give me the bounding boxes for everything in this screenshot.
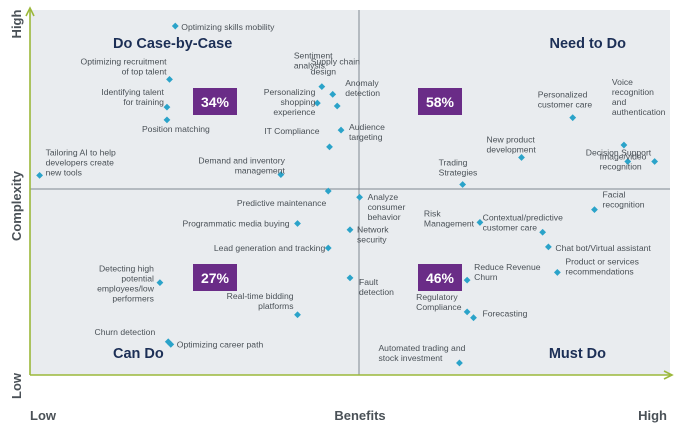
- quadrant-badge-58: [418, 88, 462, 115]
- point-supply-chain-design: [329, 90, 337, 98]
- x-axis-title: Benefits: [334, 408, 385, 423]
- y-axis-title: Complexity: [9, 170, 24, 241]
- y-tick-low: Low: [9, 372, 24, 399]
- label-risk-management: Risk Management: [424, 208, 475, 228]
- point-fault-detection: [346, 274, 354, 282]
- point-image-video-recognition: [651, 158, 659, 165]
- label-product-or-services-recommendations: Product or services recommendations: [565, 256, 639, 276]
- label-trading-strategies: Trading Strategies: [439, 157, 478, 177]
- point-voice-recognition-and-authentication: [620, 141, 628, 149]
- point-sentiment-analysis: [318, 83, 326, 91]
- point-optimizing-recruitment-of-top-talent: [166, 75, 173, 83]
- label-optimizing-recruitment-of-top-talent: Optimizing recruitment of top talent: [81, 56, 168, 76]
- point-real-time-bidding-platforms: [294, 311, 301, 319]
- label-fault-detection: Fault detection: [359, 277, 394, 297]
- label-new-product-development: New product development: [487, 134, 537, 154]
- point-position-matching: [163, 116, 171, 124]
- quadrant-badge-46: [418, 264, 462, 291]
- x-tick-low: Low: [30, 408, 57, 423]
- quadrant-title-must-do: Must Do: [549, 346, 606, 362]
- quadrant-title-do-case-by-case: Do Case-by-Case: [113, 36, 232, 52]
- labels-layer: Optimizing skills mobility Optimizing rec…: [46, 22, 666, 363]
- quadrant-badge-27: [193, 264, 237, 291]
- point-tailoring-ai-to-help-developers-create-new-tools: [36, 171, 43, 179]
- x-axis-arrow: [663, 370, 674, 380]
- label-identifying-talent-for-training: Identifying talent for training: [101, 87, 164, 107]
- label-personalizing-shopping-experience: Personalizing shopping experience: [264, 87, 316, 117]
- label-optimizing-career-path: Optimizing career path: [177, 339, 264, 349]
- quadrant-title-need-to-do: Need to Do: [549, 36, 626, 52]
- label-contextual-predictive-customer-care: Contextual/predictive customer care: [483, 212, 563, 232]
- label-personalized-customer-care: Personalized customer care: [538, 90, 593, 110]
- point-contextual-predictive-customer-care: [539, 228, 547, 236]
- label-reduce-revenue-churn: Reduce Revenue Churn: [474, 262, 541, 282]
- point-new-product-development: [518, 154, 525, 161]
- label-sentiment-analysis: Sentiment analysis: [294, 51, 333, 71]
- point-demand-and-inventory-management: [277, 171, 285, 179]
- label-tailoring-ai-to-help-developers-create-new-tools: Tailoring AI to help developers create new…: [46, 147, 116, 177]
- point-automated-trading-and-stock-investment: [456, 359, 463, 367]
- quadrant-badge-34: [193, 88, 237, 115]
- point-predictive-maintenance: [324, 187, 332, 195]
- point-regulatory-compliance: [463, 308, 471, 316]
- points-layer: [36, 22, 659, 367]
- label-predictive-maintenance: Predictive maintenance: [237, 198, 327, 208]
- point-trading-strategies: [459, 181, 467, 188]
- point-optimizing-career-path: [167, 340, 175, 348]
- label-forecasting: Forecasting: [483, 309, 528, 319]
- point-personalizing-shopping-experience: [313, 99, 321, 107]
- label-churn-detection: Churn detection: [95, 327, 156, 337]
- label-detecting-high-potential-employees-low-performers: Detecting high potential employees/low perf…: [97, 264, 155, 304]
- label-position-matching: Position matching: [142, 124, 210, 134]
- label-chat-bot-virtual-assistant: Chat bot/Virtual assistant: [555, 243, 651, 253]
- point-risk-management: [476, 219, 484, 226]
- point-forecasting: [470, 314, 477, 322]
- label-it-compliance: IT Compliance: [264, 126, 319, 136]
- y-axis-arrow: [25, 6, 35, 17]
- point-chat-bot-virtual-assistant: [545, 243, 552, 251]
- quadrant-title-can-do: Can Do: [113, 346, 164, 362]
- point-lead-generation-and-tracking: [324, 244, 332, 252]
- point-detecting-high-potential-employees-low-performers: [156, 279, 164, 287]
- label-demand-and-inventory-management: Demand and inventory management: [198, 156, 285, 176]
- label-facial-recognition: Facial recognition: [602, 190, 644, 210]
- point-product-or-services-recommendations: [553, 269, 561, 276]
- label-programmatic-media-buying: Programmatic media buying: [183, 219, 290, 229]
- quadrant-percent-58: 58%: [426, 94, 455, 110]
- y-tick-high: High: [9, 10, 24, 39]
- point-anomaly-detection: [333, 102, 341, 110]
- point-it-compliance: [326, 143, 333, 151]
- quadrant-percent-46: 46%: [426, 270, 455, 286]
- quadrant-percent-34: 34%: [201, 94, 230, 110]
- x-tick-high: High: [638, 408, 667, 423]
- point-analyze-consumer-behavior: [356, 193, 363, 201]
- label-analyze-consumer-behavior: Analyze consumer behavior: [368, 192, 406, 222]
- plot-area: [30, 10, 670, 375]
- point-optimizing-skills-mobility: [171, 22, 179, 30]
- point-identifying-talent-for-training: [163, 103, 171, 111]
- label-real-time-bidding-platforms: Real-time bidding platforms: [227, 291, 294, 311]
- label-regulatory-compliance: Regulatory Compliance: [416, 292, 462, 312]
- label-optimizing-skills-mobility: Optimizing skills mobility: [181, 22, 275, 32]
- quadrant-percent-27: 27%: [201, 270, 230, 286]
- label-automated-trading-and-stock-investment: Automated trading and stock investment: [378, 343, 465, 363]
- point-facial-recognition: [591, 206, 598, 214]
- label-decision-support: Decision Support: [586, 147, 652, 157]
- label-image-video-recognition: Image/video recognition: [600, 151, 647, 171]
- point-programmatic-media-buying: [294, 220, 301, 227]
- label-anomaly-detection: Anomaly detection: [345, 78, 380, 98]
- point-decision-support: [624, 158, 632, 165]
- label-lead-generation-and-tracking: Lead generation and tracking: [214, 243, 326, 253]
- label-supply-chain-design: Supply chain design: [311, 56, 360, 76]
- point-personalized-customer-care: [569, 114, 577, 122]
- label-network-security: Network security: [357, 225, 389, 245]
- point-audience-targeting: [337, 126, 345, 134]
- label-voice-recognition-and-authentication: Voice recognition and authentication: [612, 77, 666, 117]
- point-reduce-revenue-churn: [463, 276, 471, 284]
- label-audience-targeting: Audience targeting: [349, 122, 385, 142]
- point-network-security: [346, 226, 354, 234]
